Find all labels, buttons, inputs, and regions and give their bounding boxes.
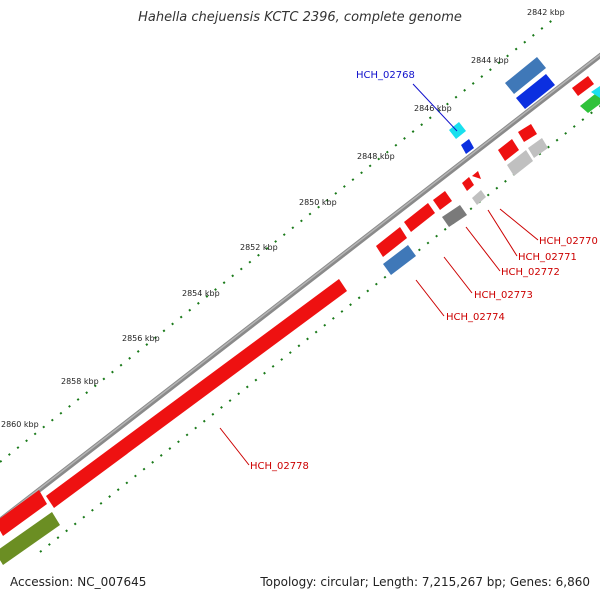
gene-feature: [0, 490, 47, 536]
gene-feature: [376, 227, 407, 257]
scale-label-2858: 2858 kbp: [61, 377, 99, 386]
gene-feature: [462, 177, 474, 191]
reverse-strand-genes: [0, 86, 600, 565]
scale-label-2844: 2844 kbp: [471, 56, 509, 65]
gene-feature: [461, 139, 474, 154]
scale-label-2860: 2860 kbp: [1, 420, 39, 429]
callout-line-HCH_02774: [415, 279, 445, 317]
callout-line-HCH_02771: [487, 209, 518, 257]
gene-label-HCH_02770[interactable]: HCH_02770: [539, 236, 598, 247]
accession-text: Accession: NC_007645: [10, 575, 147, 589]
gene-labels: HCH_02768 HCH_02770 HCH_02771 HCH_02772 …: [250, 70, 598, 472]
gene-feature: [442, 205, 467, 227]
genome-backbone-highlight: [0, 53, 600, 521]
scale-label-2854: 2854 kbp: [182, 289, 220, 298]
gene-feature: [472, 190, 486, 205]
scale-label-2852: 2852 kbp: [240, 243, 278, 252]
gene-feature: [572, 76, 594, 96]
gene-label-HCH_02774[interactable]: HCH_02774: [446, 312, 505, 323]
forward-strand-genes: [0, 57, 594, 536]
gene-feature: [46, 279, 347, 508]
scale-label-2846: 2846 kbp: [414, 104, 452, 113]
scale-labels: 2842 kbp 2844 kbp 2846 kbp 2848 kbp 2850…: [1, 8, 565, 429]
gene-feature: [518, 124, 537, 142]
callout-line-HCH_02778: [219, 427, 250, 466]
scale-label-2848: 2848 kbp: [357, 152, 395, 161]
gene-feature: [507, 150, 533, 176]
outer-tick-ruler: [0, 17, 556, 463]
gene-feature: [433, 191, 452, 210]
gene-label-HCH_02778[interactable]: HCH_02778: [250, 461, 309, 472]
callout-lines: [219, 83, 539, 466]
scale-label-2850: 2850 kbp: [299, 198, 337, 207]
gene-label-HCH_02768[interactable]: HCH_02768: [356, 70, 415, 81]
gene-feature: [505, 57, 546, 94]
genome-title: Hahella chejuensis KCTC 2396, complete g…: [138, 10, 462, 25]
callout-line-HCH_02768: [412, 83, 458, 132]
callout-line-HCH_02770: [499, 208, 539, 241]
gene-feature: [580, 90, 600, 113]
callout-line-HCH_02772: [465, 226, 501, 272]
genome-backbone: [0, 52, 600, 524]
gene-feature: [472, 171, 481, 179]
gene-label-HCH_02771[interactable]: HCH_02771: [518, 252, 577, 263]
gene-feature: [383, 245, 416, 275]
gene-label-HCH_02772[interactable]: HCH_02772: [501, 267, 560, 278]
gene-feature: [516, 74, 555, 109]
gene-feature: [591, 86, 600, 98]
scale-label-2842: 2842 kbp: [527, 8, 565, 17]
scale-label-2856: 2856 kbp: [122, 334, 160, 343]
gene-feature: [449, 122, 466, 139]
gene-feature: [498, 139, 519, 161]
gene-feature: [0, 512, 60, 565]
genome-stats-text: Topology: circular; Length: 7,215,267 bp…: [260, 575, 590, 589]
outer-ruler-line: [0, 17, 556, 463]
gene-feature: [404, 203, 435, 232]
gene-feature: [528, 138, 548, 158]
callout-line-HCH_02773: [443, 256, 473, 294]
gene-label-HCH_02773[interactable]: HCH_02773: [474, 290, 533, 301]
